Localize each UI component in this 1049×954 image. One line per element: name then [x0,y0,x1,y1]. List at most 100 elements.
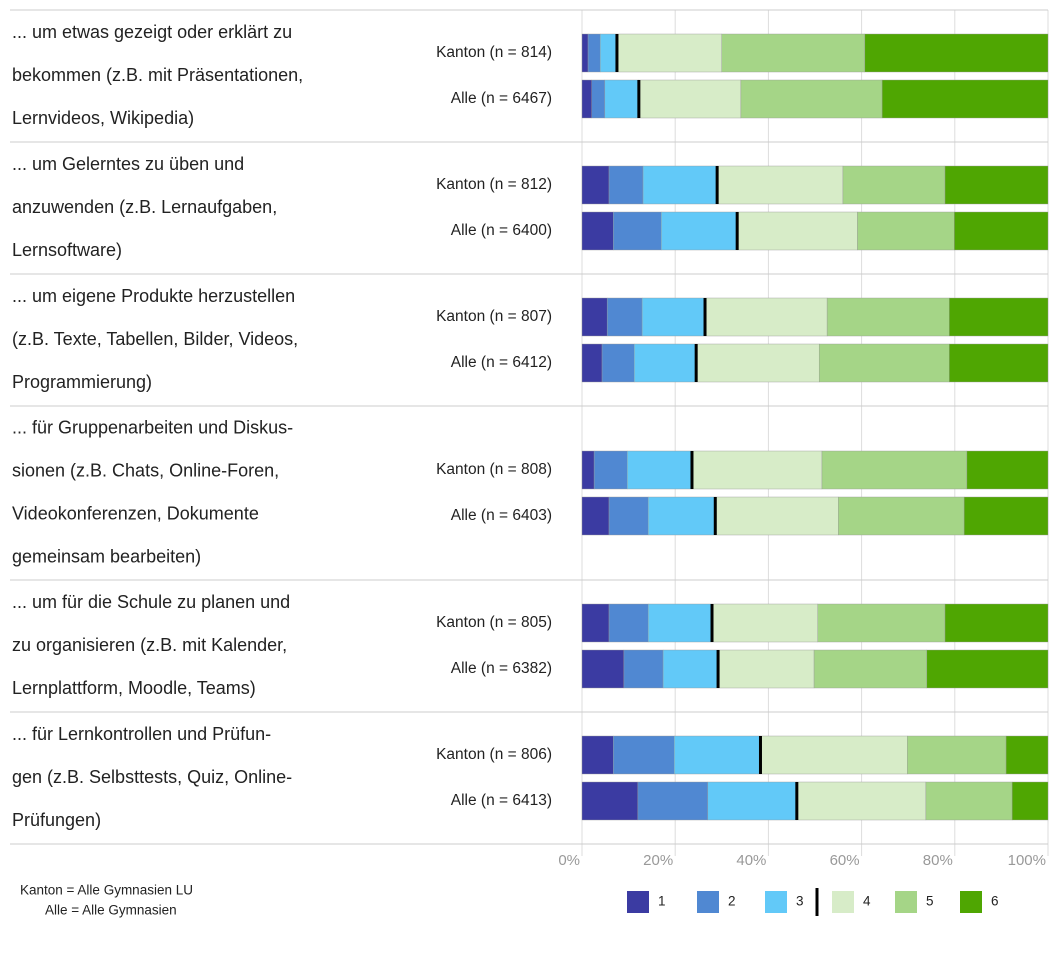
bar-segment [642,165,718,205]
bar-label: Alle (n = 6400) [451,222,552,239]
legend-label: 6 [991,894,999,909]
bar-segment [796,781,927,821]
legend-swatch [627,891,649,913]
group-label: ... für Gruppenarbeiten und Diskus- [12,417,293,437]
bar-label: Kanton (n = 807) [436,308,552,325]
bar-segment [647,603,713,643]
group-label: gemeinsam bearbeiten) [12,546,201,566]
bar-segment [963,496,1049,536]
bar-label: Alle (n = 6413) [451,792,552,809]
bar-label: Alle (n = 6467) [451,90,552,107]
bar-segment [608,496,649,536]
bar-segment [838,496,965,536]
group-label: zu organisieren (z.B. mit Kalender, [12,635,287,655]
group-label: Programmierung) [12,372,152,392]
x-tick-label: 0% [558,852,580,869]
legend-swatch [960,891,982,913]
bar-segment [740,79,883,119]
legend-label: 5 [926,894,934,909]
bar-segment [813,649,928,689]
bar-segment [760,735,908,775]
bar-segment [817,603,946,643]
bar-segment [638,79,742,119]
group-label: (z.B. Texte, Tabellen, Bilder, Videos, [12,329,298,349]
bar-segment [593,450,628,490]
bar-segment [601,343,635,383]
bar-segment [587,33,601,73]
bar-segment [944,165,1049,205]
bar-segment [1011,781,1049,821]
x-tick-label: 100% [1008,852,1046,869]
bar-label: Kanton (n = 805) [436,614,552,631]
group-label: Lernvideos, Wikipedia) [12,108,194,128]
group-label: Prüfungen) [12,810,101,830]
group-label: ... um für die Schule zu planen und [12,592,290,612]
bar-segment [581,297,608,337]
bar-segment [581,33,589,73]
bar-segment [581,649,625,689]
bar-segment [591,79,606,119]
bar-label: Kanton (n = 812) [436,176,552,193]
x-tick-label: 80% [923,852,953,869]
bar-segment [717,649,815,689]
bar-segment [926,649,1049,689]
group-label: ... um etwas gezeigt oder erklärt zu [12,22,292,42]
bar-segment [691,450,823,490]
legend-swatch [765,891,787,913]
bar-segment [581,79,592,119]
bar-segment [616,33,723,73]
bar-segment [613,735,675,775]
bar-segment [581,450,595,490]
bar-segment [647,496,716,536]
bar-segment [842,165,946,205]
group-label: Lernsoftware) [12,240,122,260]
bar-segment [715,496,839,536]
bar-segment [881,79,1049,119]
bar-label: Kanton (n = 814) [436,44,552,61]
bar-segment [661,211,738,251]
legend-label: 1 [658,894,666,909]
bar-segment [581,781,639,821]
bar-segment [627,450,693,490]
bar-segment [821,450,968,490]
legend-swatch [895,891,917,913]
x-tick-label: 60% [830,852,860,869]
footnote: Alle = Alle Gymnasien [45,903,177,918]
group-label: ... um eigene Produkte herzustellen [12,286,295,306]
bar-segment [581,735,614,775]
bar-segment [966,450,1049,490]
legend-label: 2 [728,894,736,909]
footnote: Kanton = Alle Gymnasien LU [20,883,193,898]
x-tick-label: 20% [643,852,673,869]
bar-segment [736,211,858,251]
group-label: bekommen (z.B. mit Präsentationen, [12,65,303,85]
bar-segment [637,781,709,821]
legend-swatch [832,891,854,913]
bar-segment [641,297,706,337]
bar-segment [711,603,818,643]
group-label: anzuwenden (z.B. Lernaufgaben, [12,197,277,217]
bar-segment [604,79,640,119]
group-label: Videokonferenzen, Dokumente [12,503,259,523]
bar-segment [944,603,1049,643]
bar-segment [949,297,1049,337]
bar-segment [608,165,644,205]
bar-segment [674,735,761,775]
x-tick-label: 40% [736,852,766,869]
bar-segment [581,496,610,536]
bar-segment [608,603,649,643]
bar-segment [633,343,697,383]
bar-segment [613,211,662,251]
bar-segment [721,33,866,73]
bar-label: Kanton (n = 808) [436,461,552,478]
legend-label: 4 [863,894,871,909]
bar-segment [954,211,1049,251]
group-label: ... um Gelerntes zu üben und [12,154,244,174]
bar-segment [864,33,1049,73]
bar-segment [704,297,828,337]
bar-segment [857,211,955,251]
group-label: sionen (z.B. Chats, Online-Foren, [12,460,279,480]
group-label: gen (z.B. Selbsttests, Quiz, Online- [12,767,292,787]
bar-segment [695,343,820,383]
